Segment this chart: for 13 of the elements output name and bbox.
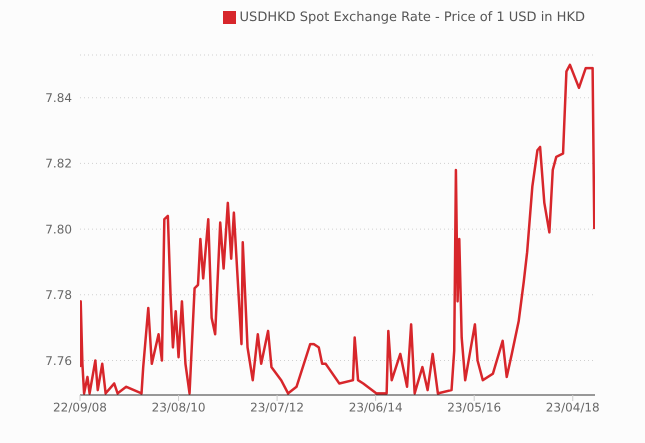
- y-tick-label: 7.76: [45, 354, 72, 368]
- x-tick-label: 23/05/16: [447, 400, 502, 415]
- x-tick-label: 22/09/08: [53, 400, 107, 415]
- y-tick-label: 7.78: [45, 288, 72, 302]
- y-tick-label: 7.82: [45, 156, 72, 171]
- legend-label: USDHKD Spot Exchange Rate - Price of 1 USD in HKD: [240, 10, 585, 25]
- x-tick-label: 23/07/12: [250, 400, 304, 415]
- x-tick-label: 23/04/18: [546, 400, 600, 415]
- x-tick-label: 23/08/10: [152, 400, 206, 415]
- y-tick-label: 7.80: [45, 222, 72, 236]
- line-series: [80, 64, 595, 395]
- y-tick-label: 7.84: [45, 90, 72, 105]
- x-tick-label: 23/06/14: [348, 400, 403, 415]
